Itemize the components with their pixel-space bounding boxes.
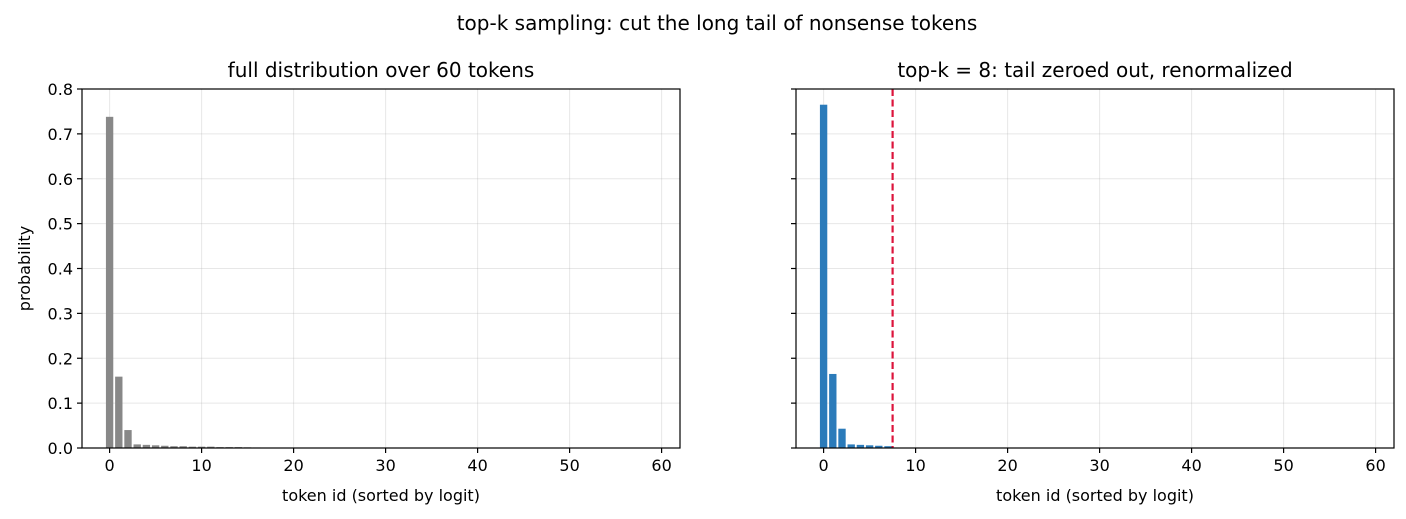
bar — [819, 104, 828, 449]
chart-title: top-k = 8: tail zeroed out, renormalized — [897, 58, 1292, 82]
y-tick-label: 0.4 — [48, 260, 73, 279]
bar — [847, 444, 855, 448]
x-tick-label: 40 — [467, 456, 487, 475]
x-tick-label: 0 — [819, 456, 829, 475]
bar — [856, 444, 865, 448]
x-tick-label: 10 — [191, 456, 211, 475]
left-panel-distribution: 0 10 20 30 40 50 60 0.0 0.1 0.2 0.3 0.4 0.5 0.6 0.7 0.8… — [15, 58, 681, 505]
bar — [115, 376, 123, 448]
chart-title: full distribution over 60 tokens — [228, 58, 535, 82]
y-tick-label: 0.5 — [48, 215, 73, 234]
bar — [151, 445, 160, 448]
x-tick-label: 20 — [997, 456, 1017, 475]
x-tick-label: 10 — [905, 456, 925, 475]
x-tick-label: 20 — [283, 456, 303, 475]
bar — [188, 446, 197, 448]
bar — [161, 445, 169, 448]
bar — [133, 444, 141, 448]
x-tick-label: 60 — [651, 456, 671, 475]
y-tick-label: 0.1 — [48, 394, 73, 413]
x-tick-label: 30 — [1089, 456, 1109, 475]
y-tick-label: 0.6 — [48, 170, 73, 189]
y-tick-label: 0.7 — [48, 125, 73, 144]
bar — [884, 446, 892, 448]
bar — [829, 373, 837, 448]
x-axis-label: token id (sorted by logit) — [282, 486, 480, 505]
x-tick-label: 50 — [559, 456, 579, 475]
y-axis-label: probability — [15, 226, 34, 311]
bar — [179, 446, 187, 448]
bar — [105, 116, 114, 448]
x-tick-label: 60 — [1365, 456, 1385, 475]
bar — [142, 444, 151, 448]
y-tick-label: 0.2 — [48, 349, 73, 368]
y-tick-label: 0.0 — [48, 439, 73, 458]
right-panel-topk: 0 10 20 30 40 50 60 top-k = 8: tail zeroed out,… — [791, 58, 1395, 505]
figure-title: top-k sampling: cut the long tail of non… — [457, 11, 978, 35]
x-tick-label: 0 — [105, 456, 115, 475]
bar — [838, 428, 846, 448]
bar — [197, 446, 206, 448]
x-axis-label: token id (sorted by logit) — [996, 486, 1194, 505]
bar — [865, 445, 874, 448]
bar — [207, 446, 215, 448]
y-tick-label: 0.3 — [48, 304, 73, 323]
bar — [170, 446, 178, 448]
bar — [124, 430, 132, 448]
x-tick-label: 30 — [375, 456, 395, 475]
x-tick-label: 40 — [1181, 456, 1201, 475]
y-tick-label: 0.8 — [48, 80, 73, 99]
x-tick-label: 50 — [1273, 456, 1293, 475]
bar — [875, 445, 883, 448]
